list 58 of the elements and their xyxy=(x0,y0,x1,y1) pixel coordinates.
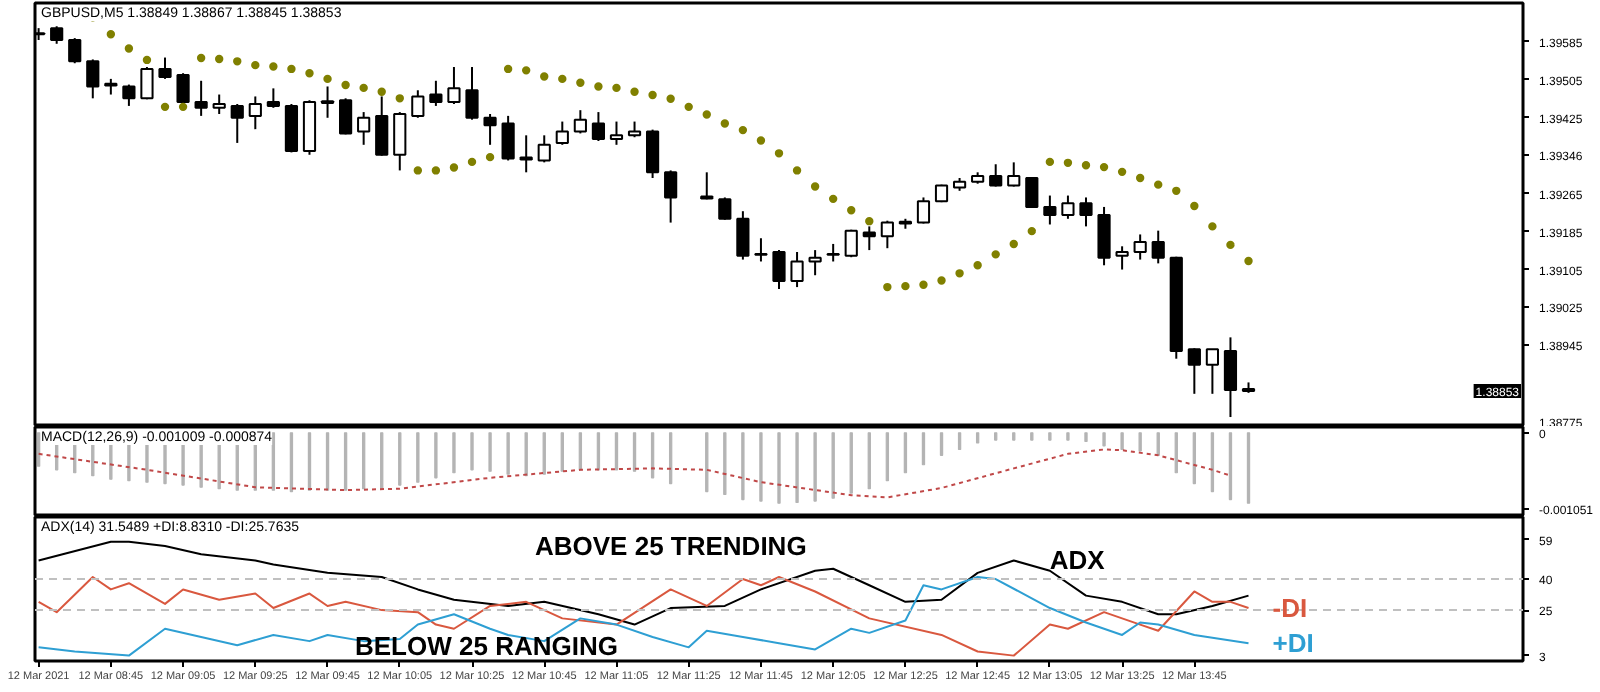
candlestick xyxy=(1187,347,1201,395)
candlestick xyxy=(664,169,678,224)
candlestick xyxy=(736,210,750,261)
candlestick xyxy=(1043,194,1057,226)
candlestick xyxy=(1205,348,1219,395)
candlestick xyxy=(718,196,732,221)
candlestick xyxy=(519,134,533,174)
candlestick xyxy=(339,97,353,136)
candlestick xyxy=(357,111,371,146)
candlestick xyxy=(1115,245,1129,271)
candlestick xyxy=(86,58,100,100)
candlestick xyxy=(429,79,443,107)
candlestick xyxy=(447,66,461,106)
candlestick xyxy=(1061,194,1075,220)
annotation: BELOW 25 RANGING xyxy=(355,631,618,661)
candlestick xyxy=(1025,177,1039,208)
candlestick xyxy=(194,79,208,117)
candlestick xyxy=(1007,161,1021,188)
candlestick xyxy=(483,112,497,146)
line-series xyxy=(37,576,1250,657)
candlestick xyxy=(555,120,569,146)
candlestick xyxy=(1079,196,1093,228)
candlestick xyxy=(591,111,606,143)
candlestick xyxy=(1133,233,1147,261)
candlestick xyxy=(1223,336,1238,419)
candlestick xyxy=(645,128,660,180)
candlestick xyxy=(176,72,190,109)
candlestick xyxy=(212,93,226,115)
candlestick xyxy=(266,87,280,109)
series-label: ADX xyxy=(1049,545,1106,576)
candlestick xyxy=(1151,229,1165,265)
candlestick xyxy=(375,95,389,157)
candlestick xyxy=(140,66,154,101)
candlestick xyxy=(754,237,768,263)
line-series xyxy=(37,448,1232,499)
candlestick xyxy=(465,66,479,121)
candlestick xyxy=(393,111,407,172)
candlestick xyxy=(158,56,172,80)
candlestick xyxy=(284,103,299,154)
candlestick xyxy=(880,219,894,250)
candlestick xyxy=(248,95,262,131)
candlestick xyxy=(501,114,515,162)
candlestick xyxy=(537,134,551,164)
series-label: +DI xyxy=(1272,628,1314,659)
candlestick xyxy=(989,163,1003,188)
candlestick xyxy=(411,89,425,119)
candlestick xyxy=(609,120,624,146)
candlestick xyxy=(862,225,876,252)
candlestick xyxy=(916,196,931,225)
candlestick xyxy=(230,103,244,144)
candlestick xyxy=(808,249,822,277)
annotation: ABOVE 25 TRENDING xyxy=(535,531,807,561)
candlestick xyxy=(1097,205,1111,267)
series-label: -DI xyxy=(1272,593,1308,624)
candlestick xyxy=(320,85,335,119)
candlestick xyxy=(772,249,786,290)
candlestick xyxy=(790,250,804,289)
candlestick xyxy=(68,37,82,65)
